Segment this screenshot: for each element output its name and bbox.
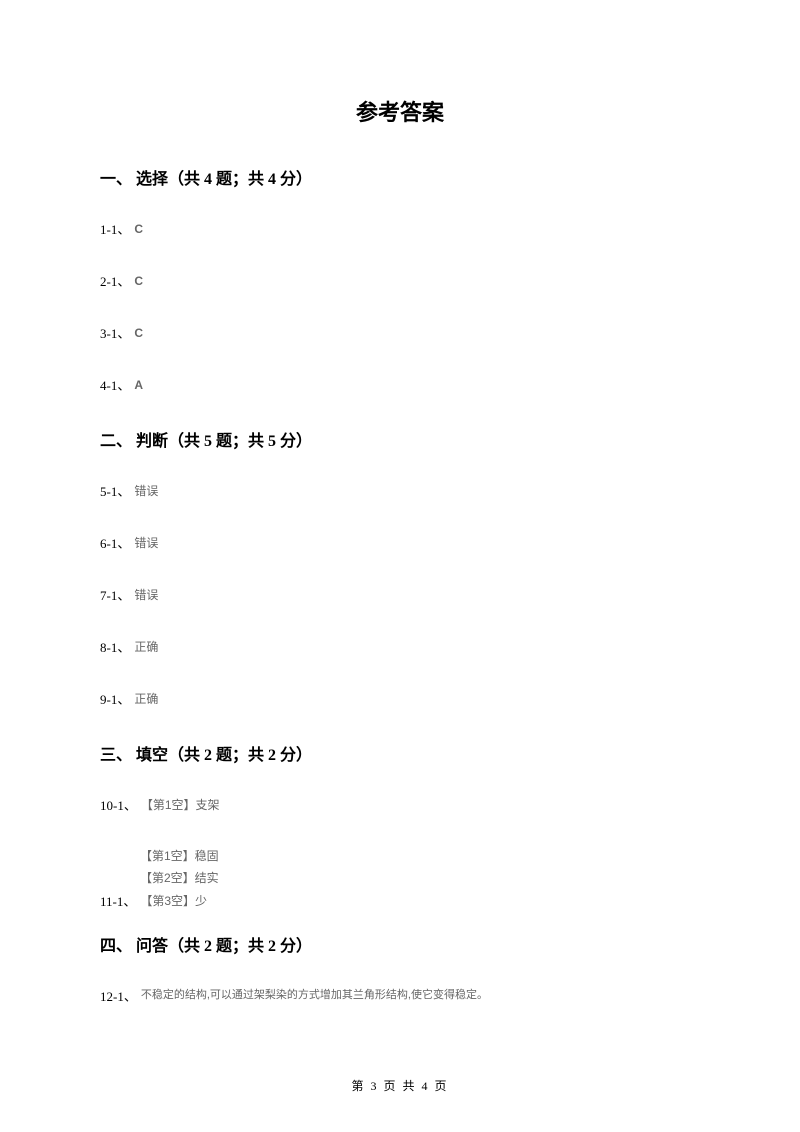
section-four-header: 四、 问答（共 2 题；共 2 分）	[100, 932, 700, 956]
answer-value: 正确	[134, 638, 158, 655]
answer-9-1: 9-1、 正确	[100, 689, 700, 708]
answer-4-1: 4-1、 A	[100, 375, 700, 394]
answer-number: 2-1、	[100, 271, 130, 290]
page-title: 参考答案	[100, 95, 700, 127]
answer-number: 3-1、	[100, 323, 130, 342]
answer-number: 6-1、	[100, 533, 130, 552]
answer-value: C	[134, 222, 143, 236]
answer-value: 错误	[134, 534, 158, 551]
answer-5-1: 5-1、 错误	[100, 481, 700, 500]
answer-7-1: 7-1、 错误	[100, 585, 700, 604]
answer-number: 4-1、	[100, 375, 130, 394]
answer-3-1: 3-1、 C	[100, 323, 700, 342]
fill-blank-2: 【第2空】结实	[140, 869, 700, 886]
answer-8-1: 8-1、 正确	[100, 637, 700, 656]
section-two-header: 二、 判断（共 5 题；共 5 分）	[100, 427, 700, 451]
answer-number: 5-1、	[100, 481, 130, 500]
section-three-header: 三、 填空（共 2 题；共 2 分）	[100, 741, 700, 765]
answer-number: 10-1、	[100, 795, 137, 814]
answer-number: 11-1、	[100, 891, 136, 910]
answer-11-1: 【第1空】稳固 【第2空】结实 11-1、 【第3空】少	[100, 847, 700, 910]
answer-6-1: 6-1、 错误	[100, 533, 700, 552]
answer-value: C	[134, 274, 143, 288]
answer-value: C	[134, 326, 143, 340]
fill-blank-3: 【第3空】少	[140, 892, 207, 909]
fill-blank-1: 【第1空】稳固	[140, 847, 700, 864]
answer-value: 【第1空】支架	[141, 796, 220, 813]
answer-text: 不稳定的结构,可以通过架梨染的方式增加其兰角形结构,使它变得稳定。	[141, 986, 488, 1002]
answer-1-1: 1-1、 C	[100, 219, 700, 238]
answer-number: 12-1、	[100, 986, 137, 1005]
answer-number: 8-1、	[100, 637, 130, 656]
answer-number: 1-1、	[100, 219, 130, 238]
answer-10-1: 10-1、 【第1空】支架	[100, 795, 700, 814]
answer-12-1: 12-1、 不稳定的结构,可以通过架梨染的方式增加其兰角形结构,使它变得稳定。	[100, 986, 700, 1005]
answer-value: 正确	[134, 690, 158, 707]
answer-value: 错误	[134, 482, 158, 499]
answer-number: 9-1、	[100, 689, 130, 708]
answer-value: 错误	[134, 586, 158, 603]
answer-number: 7-1、	[100, 585, 130, 604]
page-footer: 第 3 页 共 4 页	[0, 1077, 800, 1094]
section-one-header: 一、 选择（共 4 题；共 4 分）	[100, 165, 700, 189]
answer-value: A	[134, 378, 143, 392]
answer-2-1: 2-1、 C	[100, 271, 700, 290]
